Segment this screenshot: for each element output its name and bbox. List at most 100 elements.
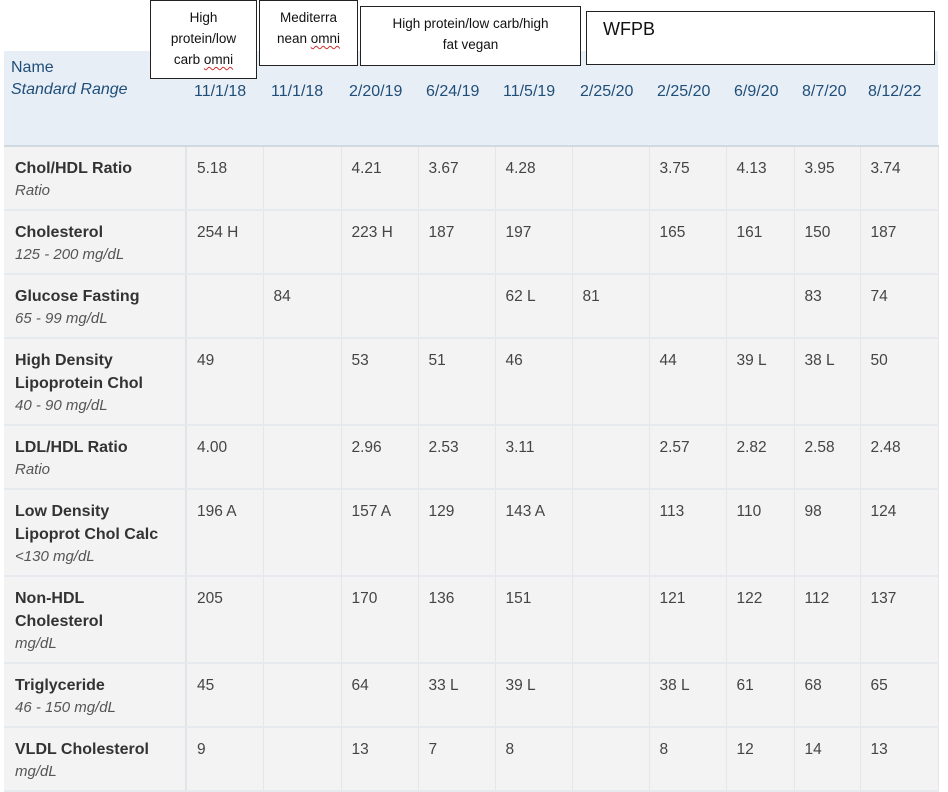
table-row: VLDL Cholesterol mg/dL 9 13 7 8 8 12 14 13 [4,727,939,792]
column-header-date[interactable]: 2/20/19 [341,51,418,147]
result-value-cell [572,146,650,211]
result-value-cell: 161 [726,210,795,275]
column-header-date[interactable]: 8/7/20 [794,51,860,147]
column-header-date[interactable]: 2/25/20 [572,51,649,147]
result-value-cell: 129 [418,489,496,577]
diet-label-high-protein-low-carb-omni: High protein/low carb omni [150,0,257,79]
diet-label-wfpb: WFPB [586,11,935,65]
test-name: High Density [15,352,113,369]
result-value-cell: 121 [649,576,727,664]
diet-label-word: carb [173,52,204,67]
result-value-cell: 122 [726,576,795,664]
table-header-row: Name Standard Range 11/1/18 11/1/18 2/20… [4,51,938,147]
diet-label-line: High protein/low carb/high [392,16,549,31]
spellcheck-word: omni [310,31,341,46]
result-value-cell [186,274,264,339]
column-header-date[interactable]: 6/9/20 [726,51,794,147]
result-value-cell [263,338,342,426]
result-value-cell [572,338,650,426]
result-value-cell [726,274,795,339]
result-value-cell: 81 [572,274,650,339]
diet-label-line: High [189,10,218,25]
result-value-cell: 45 [186,663,264,728]
result-value-cell [418,274,496,339]
test-name: Cholesterol [15,224,104,241]
result-value-cell: 62 L [495,274,573,339]
column-header-date[interactable]: 8/12/22 [860,51,938,147]
test-name: Lipoprotein Chol [15,375,143,392]
result-value-cell: 187 [860,210,939,275]
column-header-date[interactable]: 11/5/19 [495,51,572,147]
result-value-cell: 2.48 [860,425,939,490]
diet-label-line: fat vegan [442,37,499,52]
result-value-cell: 5.18 [186,146,264,211]
result-value-cell: 2.57 [649,425,727,490]
result-value-cell: 223 H [341,210,419,275]
result-value-cell: 83 [794,274,861,339]
test-name: Glucose Fasting [15,288,140,305]
name-header-label: Name [11,59,54,76]
standard-range-header-label: Standard Range [11,81,128,98]
lab-results-body: Chol/HDL Ratio Ratio 5.18 4.21 3.67 4.28 3.75 4… [4,146,939,792]
result-value-cell: 170 [341,576,419,664]
standard-range: Ratio [15,461,51,478]
result-value-cell: 50 [860,338,939,426]
test-name: Triglyceride [15,677,105,694]
result-value-cell [263,210,342,275]
result-value-cell: 137 [860,576,939,664]
table-row: Glucose Fasting 65 - 99 mg/dL 84 62 L 81 83 74 [4,274,939,339]
standard-range: Ratio [15,182,51,199]
test-name-cell: LDL/HDL Ratio Ratio [4,425,187,490]
test-name-cell: Non-HDL Cholesterol mg/dL [4,576,187,664]
test-name-cell: Triglyceride 46 - 150 mg/dL [4,663,187,728]
diet-label-line: protein/low [170,31,237,46]
table-row: Non-HDL Cholesterol mg/dL 205 170 136 151 121 12… [4,576,939,664]
result-value-cell [263,727,342,792]
result-value-cell [341,274,419,339]
test-name: Cholesterol [15,613,104,630]
result-value-cell: 84 [263,274,342,339]
result-value-cell [572,210,650,275]
result-value-cell: 124 [860,489,939,577]
result-value-cell: 3.67 [418,146,496,211]
test-name-cell: Chol/HDL Ratio Ratio [4,146,187,211]
test-name: Lipoprot Chol Calc [15,526,159,543]
result-value-cell: 2.53 [418,425,496,490]
result-value-cell: 46 [495,338,573,426]
result-value-cell: 2.82 [726,425,795,490]
result-value-cell: 38 L [794,338,861,426]
column-header-date[interactable]: 2/25/20 [649,51,726,147]
result-value-cell: 65 [860,663,939,728]
result-value-cell: 4.00 [186,425,264,490]
diet-label-mediterranean-omni: Mediterra nean omni [259,0,358,66]
column-header-date[interactable]: 6/24/19 [418,51,495,147]
result-value-cell: 49 [186,338,264,426]
result-value-cell: 110 [726,489,795,577]
diet-label-high-protein-vegan: High protein/low carb/high fat vegan [360,6,581,66]
table-row: High Density Lipoprotein Chol 40 - 90 mg/d… [4,338,939,426]
result-value-cell: 9 [186,727,264,792]
result-value-cell: 14 [794,727,861,792]
result-value-cell: 13 [341,727,419,792]
test-name-cell: Cholesterol 125 - 200 mg/dL [4,210,187,275]
test-name-cell: Glucose Fasting 65 - 99 mg/dL [4,274,187,339]
diet-label-word: nean [276,31,311,46]
result-value-cell: 3.11 [495,425,573,490]
test-name: LDL/HDL Ratio [15,439,128,456]
result-value-cell: 3.95 [794,146,861,211]
result-value-cell: 64 [341,663,419,728]
result-value-cell: 143 A [495,489,573,577]
result-value-cell: 187 [418,210,496,275]
column-header-date[interactable]: 11/1/18 [263,51,341,147]
diet-label-line: WFPB [603,19,655,39]
spellcheck-word: omni [203,52,234,67]
result-value-cell [572,663,650,728]
standard-range: 65 - 99 mg/dL [15,310,108,327]
result-value-cell: 74 [860,274,939,339]
result-value-cell: 53 [341,338,419,426]
result-value-cell: 4.28 [495,146,573,211]
result-value-cell: 136 [418,576,496,664]
result-value-cell: 112 [794,576,861,664]
result-value-cell: 165 [649,210,727,275]
result-value-cell: 13 [860,727,939,792]
